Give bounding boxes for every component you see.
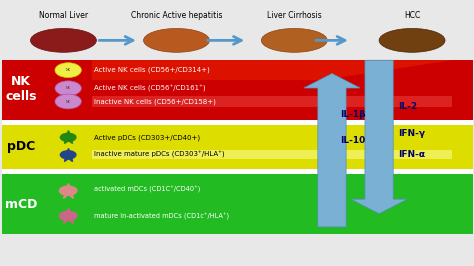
Polygon shape [91, 60, 452, 80]
Text: Chronic Active hepatitis: Chronic Active hepatitis [131, 11, 222, 20]
Circle shape [60, 133, 77, 142]
Text: NK: NK [65, 99, 71, 103]
Bar [91, 97, 452, 107]
Circle shape [55, 81, 82, 96]
FancyArrow shape [304, 73, 360, 227]
Text: Inactive mature pDCs (CD303⁺/HLA⁺): Inactive mature pDCs (CD303⁺/HLA⁺) [94, 151, 225, 159]
Polygon shape [91, 177, 452, 227]
Polygon shape [91, 128, 452, 147]
Ellipse shape [261, 28, 327, 52]
Text: HCC: HCC [404, 11, 420, 20]
Text: Active NK cells (CD56+/CD314+): Active NK cells (CD56+/CD314+) [94, 67, 210, 73]
Circle shape [59, 185, 78, 196]
Text: NK: NK [65, 68, 71, 72]
Bar [91, 83, 452, 93]
FancyArrow shape [351, 60, 407, 214]
Text: activated mDCs (CD1C⁺/CD40⁺): activated mDCs (CD1C⁺/CD40⁺) [94, 186, 201, 193]
Text: Normal Liver: Normal Liver [39, 11, 88, 20]
Ellipse shape [144, 28, 210, 52]
Text: Active pDCs (CD303+/CD40+): Active pDCs (CD303+/CD40+) [94, 134, 200, 141]
Text: Inactive NK cells (CD56+/CD158+): Inactive NK cells (CD56+/CD158+) [94, 98, 216, 105]
Ellipse shape [30, 28, 96, 52]
Ellipse shape [379, 28, 445, 52]
Bar [2, 60, 474, 120]
Text: Active NK cells (CD56⁺/CD161⁺): Active NK cells (CD56⁺/CD161⁺) [94, 85, 206, 92]
Bar [2, 60, 474, 234]
Bar [91, 150, 452, 159]
Text: NK: NK [65, 86, 71, 90]
Text: IFN-α: IFN-α [398, 150, 425, 159]
Bar [2, 120, 474, 125]
Circle shape [59, 211, 78, 221]
Text: Liver Cirrhosis: Liver Cirrhosis [267, 11, 322, 20]
Text: IL-1β: IL-1β [340, 110, 366, 119]
Text: mature in-activated mDCs (CD1c⁺/HLA⁺): mature in-activated mDCs (CD1c⁺/HLA⁺) [94, 213, 229, 221]
Bar [2, 125, 474, 169]
Text: IL-10: IL-10 [340, 136, 366, 146]
Circle shape [55, 94, 82, 109]
Text: IL-2: IL-2 [398, 102, 417, 111]
Text: IFN-γ: IFN-γ [398, 128, 425, 138]
Text: NK
cells: NK cells [5, 75, 37, 103]
Circle shape [55, 63, 82, 78]
Text: mCD: mCD [5, 198, 37, 211]
Text: pDC: pDC [7, 140, 35, 153]
Bar [2, 169, 474, 174]
Circle shape [60, 150, 77, 160]
Bar [2, 174, 474, 234]
